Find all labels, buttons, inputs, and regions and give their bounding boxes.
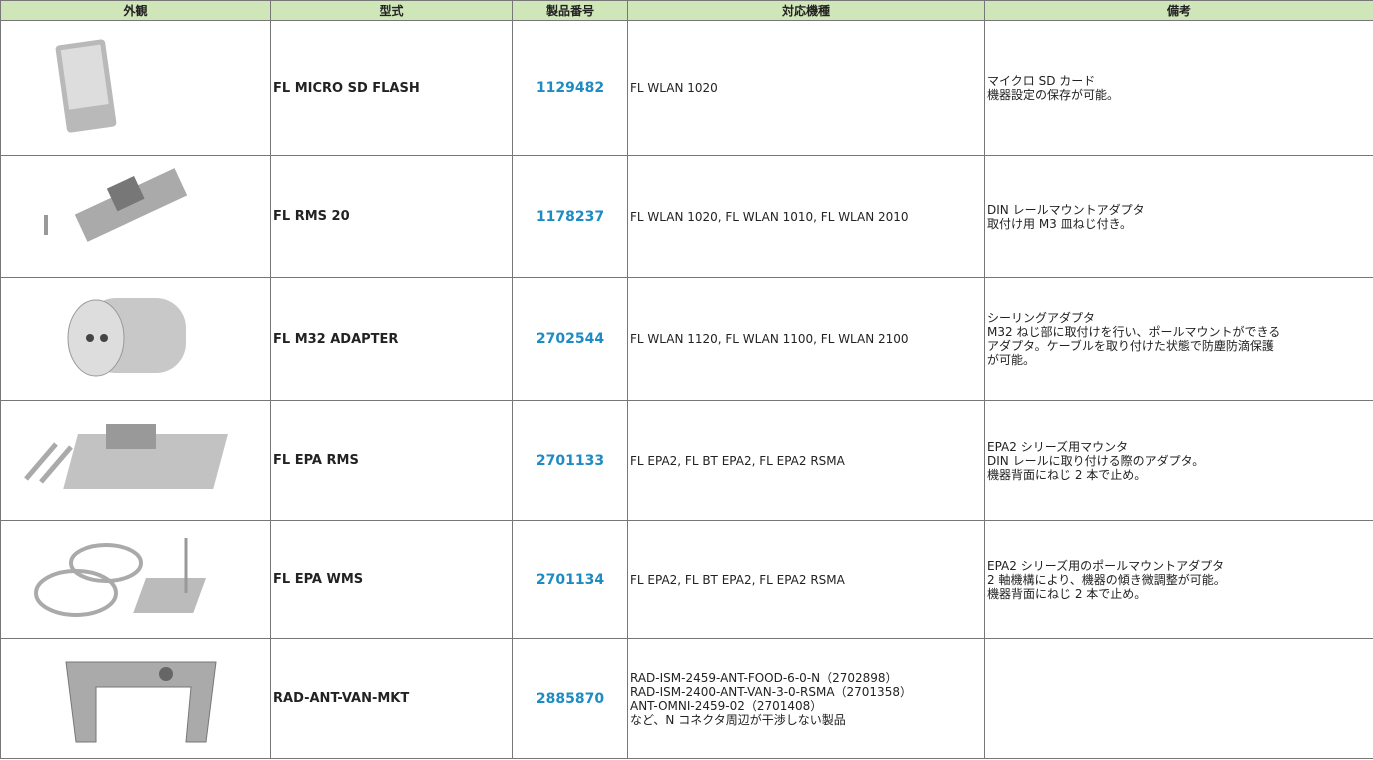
notes-line: EPA2 シリーズ用のポールマウントアダプタ (987, 558, 1225, 573)
notes-line: アダプタ。ケーブルを取り付けた状態で防塵防滴保護 (987, 339, 1274, 353)
product-number: 1178237 (512, 155, 628, 278)
notes-line: 機器設定の保存が可能。 (987, 88, 1120, 102)
product-image (43, 168, 187, 242)
header-cell: 型式 (270, 0, 513, 21)
model-cell: FL RMS 20 (270, 155, 513, 278)
notes-line: M32 ねじ部に取付けを行い、ポールマウントができる (987, 325, 1281, 339)
notes-line: DIN レールマウントアダプタ (987, 202, 1145, 217)
compatible-cell: FL WLAN 1120, FL WLAN 1100, FL WLAN 2100 (627, 277, 985, 401)
product-number: 1129482 (512, 20, 628, 156)
notes-line: 2 軸機構により、機器の傾き微調整が可能。 (987, 572, 1226, 587)
header-cell: 製品番号 (512, 0, 628, 21)
model-cell: FL EPA RMS (270, 400, 513, 521)
product-image (23, 424, 228, 489)
header-cell: 外観 (0, 0, 271, 21)
compatible-line: FL EPA2, FL BT EPA2, FL EPA2 RSMA (630, 572, 845, 587)
notes-line: 機器背面にねじ 2 本で止め。 (987, 586, 1147, 601)
compatible-line: FL WLAN 1020 (630, 81, 718, 95)
product-number: 2701134 (512, 520, 628, 639)
image-cell (0, 520, 271, 639)
notes-line: EPA2 シリーズ用マウンタ (987, 439, 1129, 454)
header-cell: 対応機種 (627, 0, 985, 21)
product-number: 2885870 (512, 638, 628, 759)
product-number: 2701133 (512, 400, 628, 521)
notes-cell: シーリングアダプタ M32 ねじ部に取付けを行い、ポールマウントができる アダプタ。… (984, 277, 1373, 401)
compatible-line: ANT-OMNI-2459-02（2701408） (630, 698, 823, 713)
compatible-cell: FL WLAN 1020, FL WLAN 1010, FL WLAN 2010 (627, 155, 985, 278)
notes-line: 機器背面にねじ 2 本で止め。 (987, 467, 1147, 482)
image-cell (0, 400, 271, 521)
compatible-line: FL WLAN 1120, FL WLAN 1100, FL WLAN 2100 (630, 332, 909, 346)
compatible-line: FL WLAN 1020, FL WLAN 1010, FL WLAN 2010 (630, 209, 909, 224)
notes-cell: EPA2 シリーズ用マウンタ DIN レールに取り付ける際のアダプタ。 機器背面にね… (984, 400, 1373, 521)
model-cell: FL EPA WMS (270, 520, 513, 639)
image-cell (0, 20, 271, 156)
notes-line: 取付け用 M3 皿ねじ付き。 (987, 216, 1133, 231)
notes-cell (984, 638, 1373, 759)
header-cell: 備考 (984, 0, 1373, 21)
product-row: FL EPA RMS 2701133 FL EPA2, FL BT EPA2, FL… (0, 400, 1373, 521)
model-cell: FL MICRO SD FLASH (270, 20, 513, 156)
product-row: FL M32 ADAPTER 2702544 FL WLAN 1120, FL WL… (0, 277, 1373, 401)
product-image (67, 297, 186, 376)
image-cell (0, 155, 271, 278)
compatible-cell: RAD-ISM-2459-ANT-FOOD-6-0-N（2702898） RAD-… (627, 638, 985, 759)
product-image (55, 38, 116, 133)
model-cell: FL M32 ADAPTER (270, 277, 513, 401)
notes-cell: DIN レールマウントアダプタ 取付け用 M3 皿ねじ付き。 (984, 155, 1373, 278)
notes-cell: EPA2 シリーズ用のポールマウントアダプタ 2 軸機構により、機器の傾き微調整が… (984, 520, 1373, 639)
notes-line: DIN レールに取り付ける際のアダプタ。 (987, 453, 1205, 468)
product-row: FL EPA WMS 2701134 FL EPA2, FL BT EPA2, FL… (0, 520, 1373, 639)
product-image (64, 661, 217, 743)
header-row: 外観 型式 製品番号 対応機種 備考 (0, 0, 1373, 21)
notes-line: シーリングアダプタ (987, 311, 1096, 325)
product-number: 2702544 (512, 277, 628, 401)
notes-line: が可能。 (987, 353, 1036, 367)
notes-line: マイクロ SD カード (987, 74, 1096, 88)
compatible-cell: FL EPA2, FL BT EPA2, FL EPA2 RSMA (627, 400, 985, 521)
model-cell: RAD-ANT-VAN-MKT (270, 638, 513, 759)
product-row: RAD-ANT-VAN-MKT 2885870 RAD-ISM-2459-ANT-F… (0, 638, 1373, 759)
image-cell (0, 277, 271, 401)
product-image (33, 538, 206, 617)
image-cell (0, 638, 271, 759)
compatible-cell: FL WLAN 1020 (627, 20, 985, 156)
product-row: FL RMS 20 1178237 FL WLAN 1020, FL WLAN 10… (0, 155, 1373, 278)
compatible-line: RAD-ISM-2400-ANT-VAN-3-0-RSMA（2701358） (630, 684, 912, 699)
compatible-cell: FL EPA2, FL BT EPA2, FL EPA2 RSMA (627, 520, 985, 639)
compatible-line: RAD-ISM-2459-ANT-FOOD-6-0-N（2702898） (630, 670, 898, 685)
product-row: FL MICRO SD FLASH 1129482 FL WLAN 1020 マイクロ… (0, 20, 1373, 156)
notes-cell: マイクロ SD カード 機器設定の保存が可能。 (984, 20, 1373, 156)
compatible-line: FL EPA2, FL BT EPA2, FL EPA2 RSMA (630, 453, 845, 468)
compatible-line: など、N コネクタ周辺が干渉しない製品 (630, 712, 846, 727)
